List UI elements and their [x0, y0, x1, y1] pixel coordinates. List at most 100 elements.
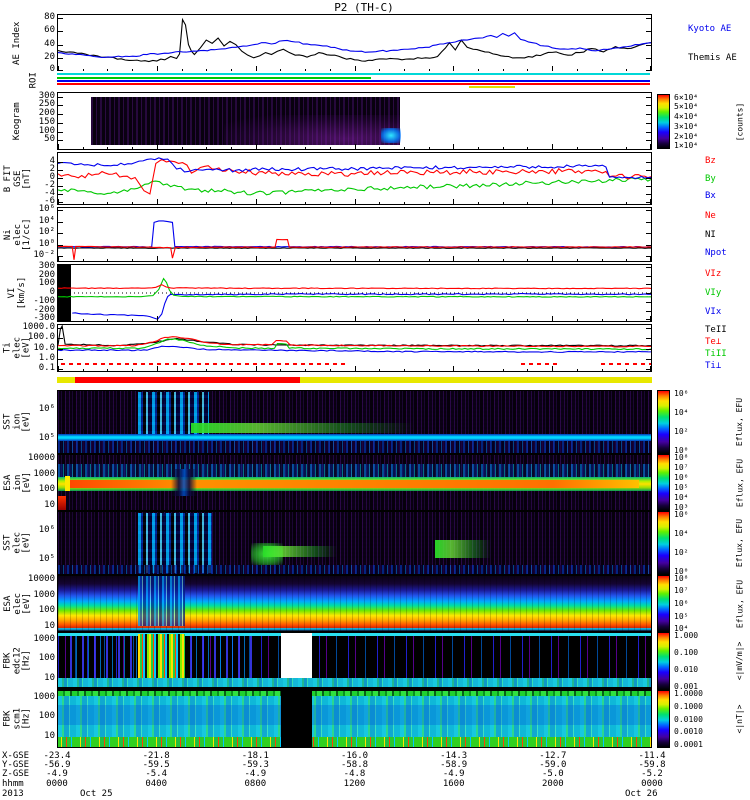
- time-tick-mark: [576, 318, 578, 321]
- x-gse-value: -14.3: [440, 751, 468, 761]
- time-tick-mark: [527, 368, 529, 371]
- series-vix: [72, 293, 651, 320]
- y-tick-mark: [646, 301, 651, 303]
- time-tick-mark: [626, 368, 628, 371]
- time-tick-mark: [280, 368, 282, 371]
- flag-segment: [74, 377, 300, 383]
- cyan-band: [58, 434, 651, 441]
- time-tick-mark: [478, 68, 480, 71]
- y-tick-label: 100: [38, 125, 55, 136]
- colorbar-tick-label: 0.001: [674, 682, 699, 692]
- time-tick-mark: [82, 258, 84, 261]
- time-tick-mark: [181, 146, 183, 149]
- time-tick-mark: [58, 366, 59, 371]
- time-tick-mark: [230, 318, 232, 321]
- axis-row-label-hhmm: hhmm: [2, 779, 24, 789]
- colorbar-tick-label: 1.000: [674, 630, 699, 640]
- time-tick-mark: [181, 68, 183, 71]
- time-tick-mark: [305, 68, 307, 71]
- y-tick-label: -4: [44, 187, 55, 198]
- time-tick-mark: [329, 201, 331, 204]
- y-tick-mark: [58, 185, 63, 187]
- bfit-chart: [58, 157, 651, 196]
- time-tick-mark: [329, 146, 331, 149]
- time-tick-mark: [428, 318, 430, 321]
- time-tick-mark: [354, 199, 356, 204]
- y-tick-label: 50: [44, 134, 55, 145]
- date-label: Oct 26: [625, 789, 658, 799]
- time-tick-mark: [82, 146, 84, 149]
- time-tick-mark: [58, 316, 59, 321]
- time-tick-mark: [329, 258, 331, 261]
- time-tick-mark: [650, 256, 651, 261]
- roi-line-red: [57, 82, 650, 85]
- time-tick-mark: [502, 368, 504, 371]
- page-title: P2 (TH-C): [334, 1, 394, 14]
- red-dashes: [520, 362, 560, 366]
- colorbar-tick-label: 0.1000: [674, 701, 703, 711]
- time-tick-mark: [478, 368, 480, 371]
- y-tick-mark: [646, 140, 651, 142]
- series-viz: [58, 284, 651, 290]
- y-tick-mark: [58, 31, 63, 33]
- y-tick-mark: [58, 348, 63, 350]
- legend-vix: VIx: [705, 307, 722, 318]
- keogram-panel: [57, 92, 652, 150]
- time-tick-label: 0400: [145, 779, 167, 789]
- cyan-solid: [58, 633, 651, 637]
- ae-chart: [58, 17, 651, 63]
- time-tick-label: 1600: [442, 779, 465, 789]
- bfit-panel: [57, 152, 652, 205]
- time-tick-mark: [230, 68, 232, 71]
- legend-themisae: Themis AE: [688, 52, 737, 63]
- legend-tiii: TiII: [705, 349, 727, 359]
- y-tick-label: 0.1: [38, 363, 55, 374]
- time-tick-mark: [453, 256, 455, 261]
- time-tick-mark: [379, 201, 381, 204]
- y-tick-mark: [646, 310, 651, 312]
- time-tick-mark: [502, 146, 504, 149]
- time-tick-mark: [58, 144, 59, 149]
- y-gse-value: -58.8: [340, 760, 369, 770]
- time-tick-mark: [156, 366, 158, 371]
- time-tick-mark: [255, 256, 257, 261]
- time-tick-label: 1200: [343, 779, 366, 789]
- y-tick-label: 10⁰: [38, 238, 55, 249]
- time-tick-mark: [478, 318, 480, 321]
- time-tick-mark: [156, 66, 158, 71]
- legend-viy: VIy: [705, 288, 722, 298]
- colorbar-tick-label: 10⁰: [674, 566, 689, 576]
- y-tick-mark: [646, 122, 651, 124]
- time-tick-mark: [626, 68, 628, 71]
- black-solid: [58, 687, 651, 689]
- y-tick-mark: [58, 275, 63, 277]
- y-tick-label: 100: [38, 278, 55, 289]
- y-tick-label: 100.0: [27, 332, 55, 343]
- time-tick-mark: [206, 146, 208, 149]
- time-tick-mark: [354, 256, 356, 261]
- y-tick-mark: [58, 122, 63, 124]
- time-tick-mark: [428, 258, 430, 261]
- ae-panel: [57, 14, 652, 72]
- y-tick-mark: [646, 293, 651, 294]
- legend-teii: TeII: [705, 325, 727, 335]
- roi-line-green: [57, 76, 372, 79]
- y-tick-mark: [58, 210, 63, 212]
- yellow-solid: [65, 475, 70, 492]
- time-tick-mark: [601, 258, 603, 261]
- colorbar-tick-label: 4×10⁴: [674, 112, 699, 122]
- y-tick-mark: [646, 221, 651, 223]
- y-tick-mark: [58, 338, 63, 340]
- red-dashes: [60, 362, 349, 366]
- time-tick-mark: [453, 366, 455, 371]
- time-tick-mark: [107, 258, 109, 261]
- y-tick-mark: [646, 131, 651, 133]
- time-tick-mark: [329, 318, 331, 321]
- y-tick-label: 10⁵: [38, 432, 55, 443]
- time-tick-mark: [206, 68, 208, 71]
- y-tick-mark: [646, 177, 651, 179]
- x-gse-value: -12.7: [539, 751, 567, 761]
- x-gse-value: -23.4: [43, 751, 71, 761]
- colorbar-tick-label: 0.010: [674, 665, 699, 674]
- y-tick-label: -100: [33, 295, 55, 306]
